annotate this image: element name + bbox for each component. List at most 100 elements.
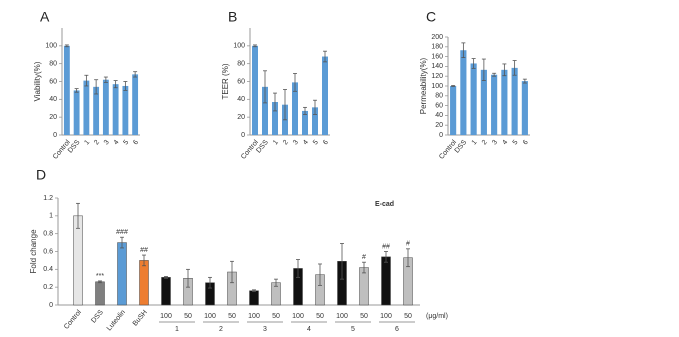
bar <box>252 45 258 136</box>
y-tick-label: 0 <box>241 132 245 139</box>
x-tick-label: 2 <box>481 139 489 147</box>
bar <box>292 82 298 135</box>
x-tick-label: 50 <box>404 313 412 320</box>
y-tick-label: 0.2 <box>43 284 53 291</box>
y-tick-label: 80 <box>237 61 245 68</box>
x-tick-label: 100 <box>204 313 216 320</box>
y-tick-label: 160 <box>431 53 443 60</box>
x-tick-label: 50 <box>360 313 368 320</box>
x-tick-label: 2 <box>93 139 101 147</box>
y-tick-label: 1 <box>49 213 53 220</box>
x-tick-label: 100 <box>292 313 304 320</box>
y-tick-label: 80 <box>49 61 57 68</box>
x-tick-label: DSS <box>255 139 270 155</box>
x-tick-label: 1 <box>272 139 280 147</box>
x-tick-label: 50 <box>272 313 280 320</box>
bar <box>381 256 391 306</box>
y-tick-label: 20 <box>435 122 443 129</box>
x-tick-label: DSS <box>454 139 469 155</box>
x-tick-label: 50 <box>228 313 236 320</box>
y-axis-label: Viability(%) <box>33 61 42 101</box>
group-label: 4 <box>307 326 311 333</box>
bar <box>132 74 139 135</box>
x-tick-label: 1 <box>471 139 479 147</box>
y-tick-label: 0.6 <box>43 248 53 255</box>
x-tick-label: 5 <box>512 139 520 147</box>
y-axis-label: Fold change <box>29 229 38 274</box>
bar <box>480 69 487 135</box>
x-tick-label: 6 <box>322 139 330 147</box>
y-axis-label: Permeability(%) <box>419 57 428 114</box>
significance: # <box>406 241 410 248</box>
bar <box>83 80 90 135</box>
x-tick-label: Control <box>63 309 83 331</box>
bar <box>63 45 70 136</box>
y-tick-label: 140 <box>431 63 443 70</box>
significance: ## <box>140 247 148 254</box>
y-tick-label: 180 <box>431 44 443 51</box>
panel-label: C <box>426 9 436 25</box>
bar <box>511 67 518 135</box>
series-label: E-cad <box>375 201 394 208</box>
bar <box>102 79 109 135</box>
y-tick-label: 0.4 <box>43 266 53 273</box>
y-tick-label: 20 <box>237 114 245 121</box>
y-tick-label: 100 <box>431 83 443 90</box>
group-label: 6 <box>395 326 399 333</box>
bar <box>161 277 171 306</box>
bar <box>122 85 129 135</box>
x-tick-label: 3 <box>103 139 111 147</box>
x-tick-label: 3 <box>292 139 300 147</box>
bar <box>501 69 508 135</box>
bar <box>302 110 308 135</box>
y-tick-label: 60 <box>237 78 245 85</box>
bar <box>470 63 477 135</box>
significance: ## <box>382 243 390 250</box>
y-tick-label: 100 <box>45 43 57 50</box>
bar <box>491 74 498 135</box>
bar <box>139 260 149 306</box>
bar <box>73 215 83 306</box>
x-tick-label: 100 <box>380 313 392 320</box>
bar <box>272 102 278 135</box>
x-tick-label: 6 <box>132 139 140 147</box>
y-tick-label: 100 <box>233 43 245 50</box>
y-tick-label: 40 <box>435 112 443 119</box>
bar <box>249 290 259 306</box>
x-tick-label: 2 <box>282 139 290 147</box>
y-tick-label: 0.8 <box>43 231 53 238</box>
bar <box>262 86 268 135</box>
y-tick-label: 200 <box>431 34 443 41</box>
bar <box>117 242 127 306</box>
y-tick-label: 60 <box>435 102 443 109</box>
bar <box>312 107 318 135</box>
x-tick-label: 4 <box>501 139 509 147</box>
unit-label: (μg/ml) <box>426 313 448 320</box>
x-tick-label: 5 <box>312 139 320 147</box>
x-tick-label: DSS <box>67 139 82 155</box>
x-tick-label: DSS <box>90 309 105 325</box>
y-tick-label: 0 <box>53 132 57 139</box>
y-tick-label: 120 <box>431 73 443 80</box>
bar <box>322 56 328 135</box>
group-label: 1 <box>175 326 179 333</box>
panel-label: A <box>40 9 50 25</box>
x-tick-label: 1 <box>83 139 91 147</box>
group-label: 2 <box>219 326 223 333</box>
y-tick-label: 80 <box>435 93 443 100</box>
y-tick-label: 0 <box>439 132 443 139</box>
x-tick-label: 100 <box>160 313 172 320</box>
x-tick-label: BuSH <box>132 309 149 328</box>
x-tick-label: 50 <box>184 313 192 320</box>
y-tick-label: 1.2 <box>43 195 53 202</box>
bar <box>460 50 467 136</box>
y-tick-label: 40 <box>237 96 245 103</box>
x-tick-label: Luteolin <box>106 309 127 332</box>
x-tick-label: 100 <box>248 313 260 320</box>
panel-label: D <box>36 167 46 183</box>
x-tick-label: 100 <box>336 313 348 320</box>
bar <box>95 281 105 306</box>
x-tick-label: 50 <box>316 313 324 320</box>
significance: # <box>362 254 366 261</box>
